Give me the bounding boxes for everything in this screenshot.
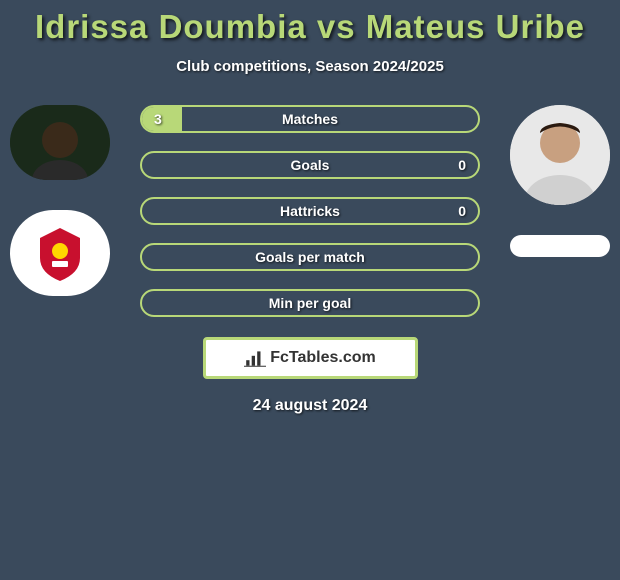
comparison-main: 3 Matches Goals 0 Hattricks 0 Goals per … (0, 105, 620, 317)
stat-right-value: 0 (458, 157, 466, 173)
player-left-column (10, 105, 110, 296)
stat-right-value: 0 (458, 203, 466, 219)
stat-bar-goals: Goals 0 (140, 151, 480, 179)
stat-label: Hattricks (280, 203, 340, 219)
snapshot-date: 24 august 2024 (253, 397, 368, 415)
stat-bar-min-per-goal: Min per goal (140, 289, 480, 317)
stat-bar-matches: 3 Matches (140, 105, 480, 133)
site-badge[interactable]: FcTables.com (203, 337, 418, 379)
page-subtitle: Club competitions, Season 2024/2025 (176, 58, 444, 75)
stat-bar-hattricks: Hattricks 0 (140, 197, 480, 225)
stat-left-value: 3 (154, 111, 162, 127)
stat-label: Matches (282, 111, 338, 127)
page-title: Idrissa Doumbia vs Mateus Uribe (35, 8, 585, 46)
player-right-club-badge (510, 235, 610, 257)
stat-label: Min per goal (269, 295, 351, 311)
bar-chart-icon (244, 349, 266, 367)
stat-label: Goals per match (255, 249, 365, 265)
player-right-avatar (510, 105, 610, 205)
player-left-avatar (10, 105, 110, 180)
stat-label: Goals (291, 157, 330, 173)
player-left-club-badge (10, 210, 110, 296)
stats-bars: 3 Matches Goals 0 Hattricks 0 Goals per … (140, 105, 480, 317)
stat-bar-goals-per-match: Goals per match (140, 243, 480, 271)
player-right-column (510, 105, 610, 257)
stat-fill (142, 107, 182, 131)
site-name: FcTables.com (270, 349, 376, 367)
